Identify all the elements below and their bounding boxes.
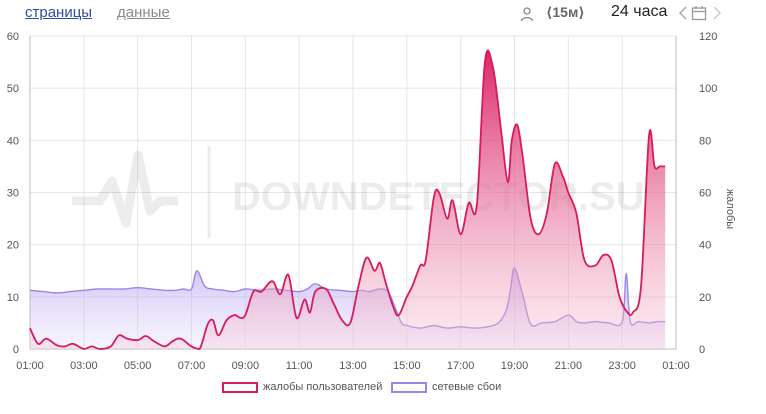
y-left-tick-label: 40 [7,135,19,147]
y-left-tick-label: 30 [7,188,19,200]
y-left-tick-label: 10 [7,292,19,304]
y-right-tick-label: 120 [699,31,717,43]
legend-swatch-outages [391,382,427,393]
y-left-tick-label: 50 [7,83,19,95]
x-tick-label: 11:00 [286,360,313,372]
right-axis-label: жалобы [724,189,736,229]
x-tick-label: 07:00 [178,360,206,372]
x-tick-label: 21:00 [555,360,583,372]
chevron-right-icon[interactable] [711,5,723,21]
axes: 0 10 20 30 40 50 60 0 20 40 60 80 100 120 01:00 03:00 05… [7,31,718,372]
x-tick-label: 13:00 [339,360,367,372]
x-tick-label: 19:00 [501,360,529,372]
chevron-left-icon[interactable] [677,5,689,21]
y-right-tick-label: 100 [699,83,717,95]
legend-label-reports: жалобы пользователей [263,381,383,393]
y-right-tick-label: 0 [699,344,705,356]
range-selector[interactable]: 24 часа [611,3,668,20]
x-tick-label: 05:00 [124,360,152,372]
y-left-tick-label: 20 [7,240,19,252]
legend-label-outages: сетевые сбои [432,381,502,393]
reports-area [30,50,666,349]
calendar-icon[interactable] [691,5,707,21]
y-right-tick-label: 60 [699,188,711,200]
x-tick-label: 09:00 [232,360,260,372]
x-tick-label: 23:00 [608,360,636,372]
top-bar: страницы данные ⟨15м⟩ 24 часа [0,0,766,28]
interval-selector[interactable]: ⟨15м⟩ [546,4,585,20]
x-tick-label: 01:00 [662,360,690,372]
x-tick-label: 17:00 [447,360,475,372]
tab-pages[interactable]: страницы [25,4,93,21]
series-reports [29,49,666,350]
y-right-tick-label: 80 [699,135,711,147]
reports-line [29,49,666,350]
chart: DOWNDETECTOR.SU 010203040506002040608010… [7,31,736,372]
y-left-tick-label: 60 [7,31,19,43]
tab-data[interactable]: данные [117,4,170,21]
user-icon[interactable] [519,6,535,22]
legend-swatch-reports [222,382,258,393]
x-tick-label: 03:00 [70,360,98,372]
y-right-tick-label: 40 [699,240,711,252]
y-right-tick-label: 20 [699,292,711,304]
y-left-tick-label: 0 [13,344,19,356]
x-tick-label: 15:00 [393,360,421,372]
x-tick-label: 01:00 [16,360,44,372]
